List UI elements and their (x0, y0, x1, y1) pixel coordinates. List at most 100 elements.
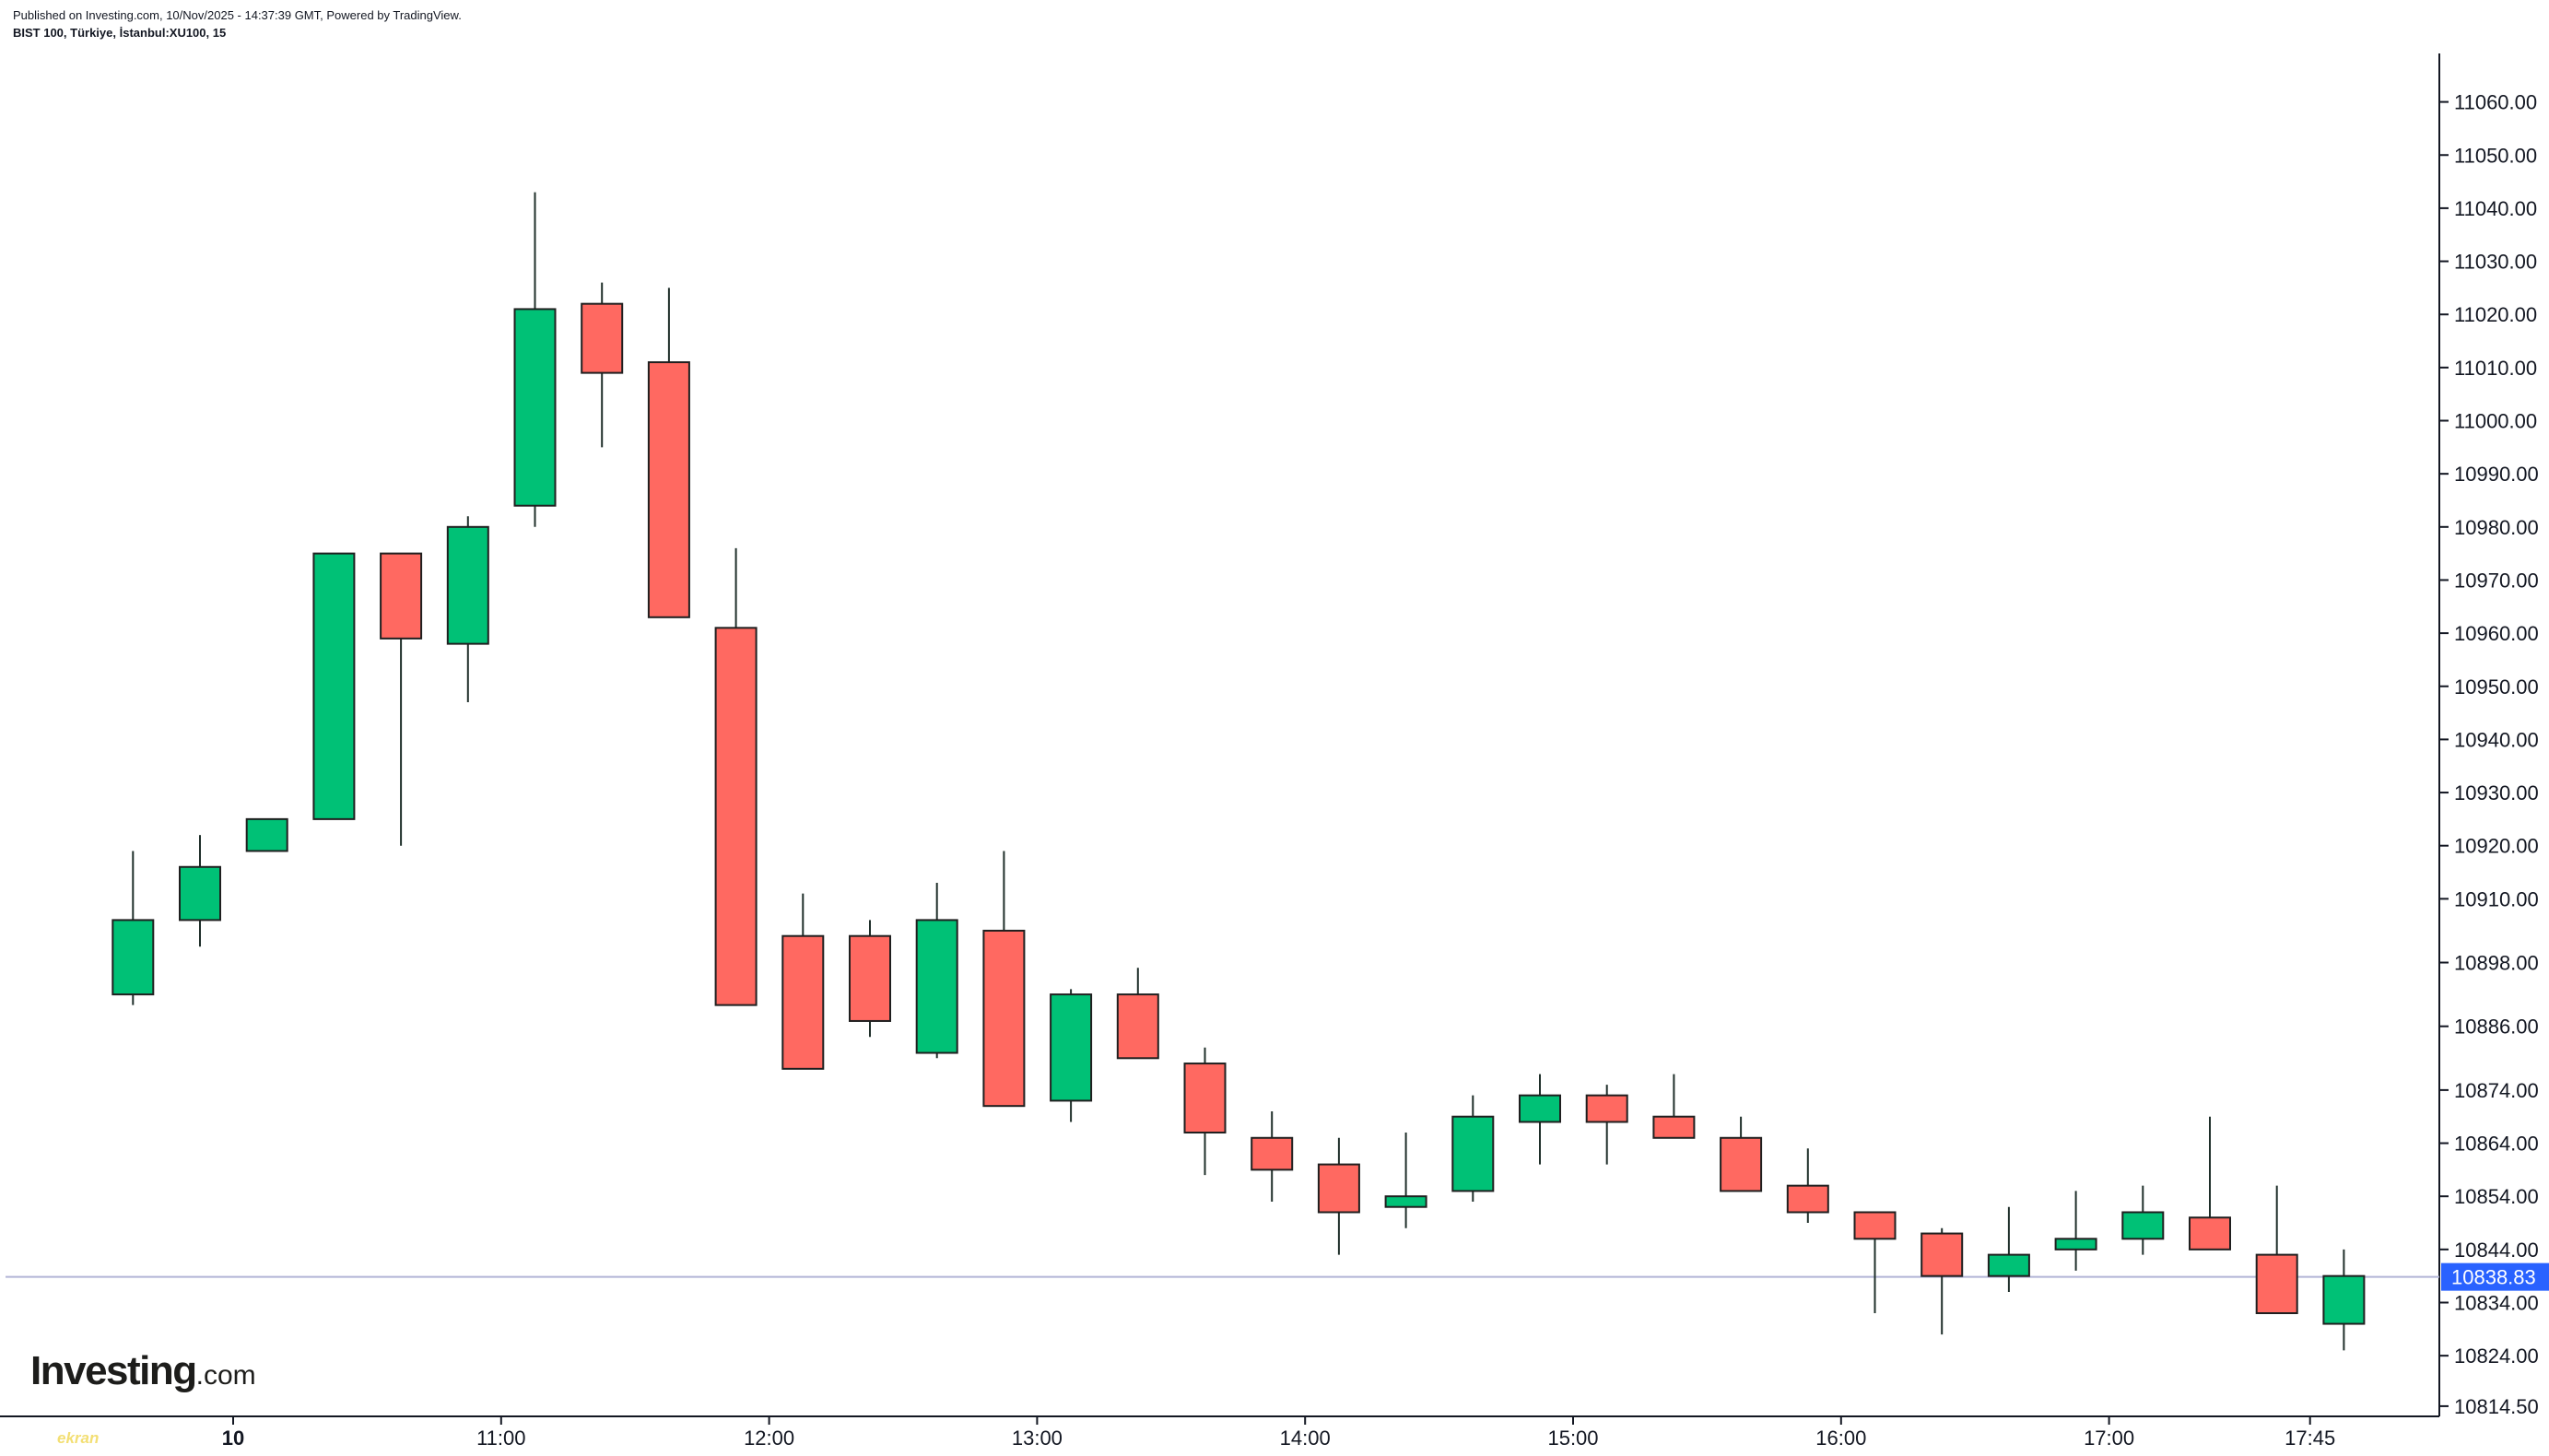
price-tick-label: 10886.00 (2454, 1016, 2539, 1039)
candle (1652, 1074, 1696, 1139)
candle (446, 516, 489, 703)
candle (179, 835, 221, 947)
price-tick-label: 10814.50 (2454, 1395, 2539, 1418)
chart-header: Published on Investing.com, 10/Nov/2025 … (13, 7, 462, 42)
time-tick-label: 15:00 (1547, 1427, 1598, 1450)
price-tick-label: 10970.00 (2454, 569, 2539, 592)
candle-body-up (1451, 1115, 1495, 1192)
candle-body-down (1853, 1211, 1897, 1240)
candle (781, 893, 825, 1070)
price-tick-label: 10824.00 (2454, 1344, 2539, 1368)
last-price-label: 10838.83 (2451, 1266, 2536, 1289)
candle-body-up (2121, 1211, 2165, 1240)
candle-body-up (446, 525, 489, 645)
candle-body-down (1317, 1163, 1360, 1214)
candle (1384, 1133, 1427, 1228)
candle-body-down (982, 929, 1026, 1108)
price-tick-label: 11050.00 (2454, 144, 2537, 167)
logo-brand-text: Investing (30, 1348, 197, 1393)
candle-body-down (1921, 1232, 1964, 1277)
time-tick-label: 11:00 (476, 1427, 525, 1450)
candle-body-down (714, 627, 758, 1006)
price-tick-label: 10844.00 (2454, 1239, 2539, 1262)
price-tick-label: 10940.00 (2454, 728, 2539, 751)
candle (1585, 1085, 1628, 1165)
price-tick-label: 10910.00 (2454, 887, 2539, 910)
last-price-badge-bg (2441, 1262, 2549, 1291)
candle (112, 851, 155, 1005)
candle-body-up (1050, 993, 1093, 1102)
price-tick-label: 10874.00 (2454, 1079, 2539, 1102)
candle-body-down (1652, 1115, 1696, 1139)
candle (1050, 989, 1093, 1122)
price-tick-label: 10950.00 (2454, 675, 2539, 699)
candle-body-up (245, 817, 288, 852)
time-tick-label: 12:00 (744, 1427, 794, 1450)
time-tick-label: 17:45 (2285, 1427, 2335, 1450)
price-tick-label: 10930.00 (2454, 781, 2539, 804)
price-tick-label: 11010.00 (2454, 357, 2537, 380)
candle-body-down (647, 361, 690, 618)
candle (849, 920, 891, 1038)
time-tick-label: 13:00 (1012, 1427, 1063, 1450)
candle (1786, 1148, 1829, 1224)
candle-body-up (513, 308, 557, 507)
price-tick-label: 10990.00 (2454, 463, 2539, 486)
candle-body-down (2189, 1216, 2231, 1251)
time-tick-label: 10 (222, 1427, 244, 1450)
price-tick-label: 11030.00 (2454, 251, 2537, 274)
candle (1317, 1137, 1360, 1255)
candle-body-down (1183, 1063, 1227, 1134)
time-tick-label: 16:00 (1815, 1427, 1866, 1450)
candle-body-up (2322, 1274, 2366, 1325)
candle (2054, 1191, 2097, 1271)
time-tick-label: 17:00 (2084, 1427, 2134, 1450)
candle (2189, 1116, 2231, 1251)
price-tick-label: 10960.00 (2454, 622, 2539, 645)
price-tick-label: 11020.00 (2454, 303, 2537, 326)
time-axis[interactable]: 10 11:00 12:00 13:00 14:00 15:00 16:00 17:00 17:… (0, 1415, 2439, 1450)
candle (2255, 1185, 2298, 1315)
candle (1451, 1095, 1495, 1202)
candle (312, 552, 356, 820)
last-price-badge: 10838.83 (2441, 1262, 2549, 1291)
price-tick-label: 10864.00 (2454, 1133, 2539, 1156)
candle-body-up (1987, 1253, 2030, 1277)
candle-body-up (112, 919, 155, 996)
logo-domain-text: .com (195, 1360, 256, 1391)
candle-body-up (915, 919, 958, 1054)
candle-body-down (1786, 1184, 1829, 1214)
candle-body-down (1720, 1136, 1763, 1192)
candle (915, 883, 958, 1059)
price-tick-label: 11040.00 (2454, 197, 2537, 220)
candle (1921, 1227, 1964, 1335)
candle (1116, 968, 1159, 1060)
price-tick-label: 10834.00 (2454, 1291, 2539, 1314)
price-tick-label: 10854.00 (2454, 1185, 2539, 1208)
time-tick-label: 14:00 (1280, 1427, 1331, 1450)
candle (2121, 1185, 2165, 1255)
price-tick-label: 10980.00 (2454, 516, 2539, 539)
candle-body-down (1585, 1094, 1628, 1123)
price-tick-label: 11000.00 (2454, 410, 2537, 433)
candle-body-up (1384, 1195, 1427, 1208)
price-axis[interactable]: 11060.00 11050.00 11040.00 11030.00 11020.00… (2438, 53, 2539, 1418)
candle-body-up (179, 865, 221, 922)
candle (1183, 1047, 1227, 1176)
candle (982, 851, 1026, 1108)
candle-body-down (1116, 993, 1159, 1060)
candle-body-down (1251, 1136, 1294, 1171)
symbol-title: BIST 100, Türkiye, İstanbul:XU100, 15 (13, 26, 227, 40)
candle (1720, 1116, 1763, 1192)
candle (714, 547, 758, 1006)
price-tick-label: 11060.00 (2454, 91, 2537, 114)
price-tick-label: 10920.00 (2454, 835, 2539, 858)
candle-body-down (849, 934, 891, 1022)
candle (2322, 1249, 2366, 1351)
candle-body-up (1519, 1094, 1561, 1123)
investing-logo: Investing.com (30, 1348, 256, 1394)
candle (245, 817, 288, 852)
candle (1987, 1206, 2030, 1292)
candle-body-down (581, 302, 624, 374)
